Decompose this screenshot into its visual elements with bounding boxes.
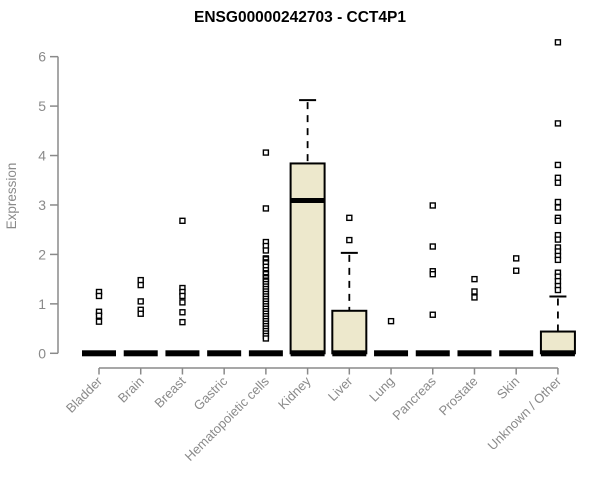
box-kidney <box>289 162 326 355</box>
outlier-hematopoietic-cells <box>262 335 270 342</box>
zero-bar-lung <box>374 350 409 357</box>
zero-bar-unknown-other <box>540 350 575 357</box>
x-tick-label-breast: Breast <box>151 373 188 410</box>
outlier-unknown-other <box>554 236 562 243</box>
outlier-pancreas <box>429 270 436 278</box>
zero-bar-breast <box>165 350 200 357</box>
outlier-brain <box>137 310 144 317</box>
outlier-hematopoietic-cells <box>262 205 270 212</box>
outlier-prostate <box>471 288 478 295</box>
y-tick-label: 0 <box>38 345 46 361</box>
outlier-pancreas <box>429 311 436 318</box>
outlier-breast <box>179 217 186 225</box>
x-tick-label-lung: Lung <box>366 374 397 405</box>
outlier-liver <box>346 214 353 222</box>
zero-bar-gastric <box>207 350 242 357</box>
outlier-bladder <box>95 312 103 319</box>
zero-bar-kidney <box>290 350 325 357</box>
outlier-unknown-other <box>554 198 562 206</box>
outlier-pancreas <box>429 202 436 209</box>
y-tick-label: 3 <box>38 197 46 213</box>
x-tick-label-liver: Liver <box>325 373 356 404</box>
outlier-breast <box>179 318 186 326</box>
x-tick-label-unknown-other: Unknown / Other <box>484 373 564 453</box>
y-tick-label: 4 <box>38 148 46 164</box>
zero-bar-hematopoietic-cells <box>248 350 283 357</box>
outlier-bladder <box>95 318 103 325</box>
x-tick-label-prostate: Prostate <box>436 374 481 419</box>
outlier-unknown-other <box>554 179 562 186</box>
outlier-unknown-other <box>554 204 562 211</box>
x-tick-label-kidney: Kidney <box>275 373 314 412</box>
zero-bar-bladder <box>82 350 116 357</box>
outlier-skin <box>513 267 520 274</box>
y-axis-title: Expression <box>4 163 19 230</box>
outlier-brain <box>137 298 144 305</box>
outlier-unknown-other <box>554 120 562 127</box>
y-tick-label: 6 <box>38 49 46 65</box>
outlier-breast <box>179 309 186 316</box>
zero-bar-prostate <box>457 350 492 357</box>
zero-bar-skin <box>499 350 534 357</box>
zero-bar-pancreas <box>415 350 450 357</box>
outlier-breast <box>179 292 186 300</box>
x-tick-label-gastric: Gastric <box>191 373 231 413</box>
outlier-pancreas <box>429 243 436 250</box>
x-tick-label-skin: Skin <box>494 374 522 402</box>
outlier-brain <box>137 281 144 289</box>
y-tick-label: 1 <box>38 296 46 312</box>
zero-bar-liver <box>332 350 367 357</box>
outlier-hematopoietic-cells <box>262 149 270 156</box>
outlier-unknown-other <box>554 39 562 46</box>
outlier-unknown-other <box>554 286 562 294</box>
outlier-unknown-other <box>554 256 562 264</box>
outlier-skin <box>513 255 520 262</box>
box-liver <box>331 309 368 355</box>
x-tick-label-bladder: Bladder <box>63 373 106 416</box>
outlier-bladder <box>95 292 103 300</box>
outlier-unknown-other <box>554 161 562 169</box>
x-tick-label-brain: Brain <box>115 374 147 406</box>
outlier-prostate <box>471 294 478 301</box>
outlier-prostate <box>471 275 478 283</box>
zero-bar-brain <box>123 350 158 357</box>
y-tick-label: 2 <box>38 246 46 262</box>
outlier-hematopoietic-cells <box>262 247 270 254</box>
outlier-lung <box>387 317 395 325</box>
chart-title: ENSG00000242703 - CCT4P1 <box>194 9 406 26</box>
y-tick-label: 5 <box>38 98 46 114</box>
box-unknown-other <box>539 330 576 355</box>
outlier-liver <box>346 236 353 244</box>
x-tick-label-pancreas: Pancreas <box>389 373 439 423</box>
outlier-unknown-other <box>554 217 562 225</box>
outlier-breast <box>179 299 186 306</box>
